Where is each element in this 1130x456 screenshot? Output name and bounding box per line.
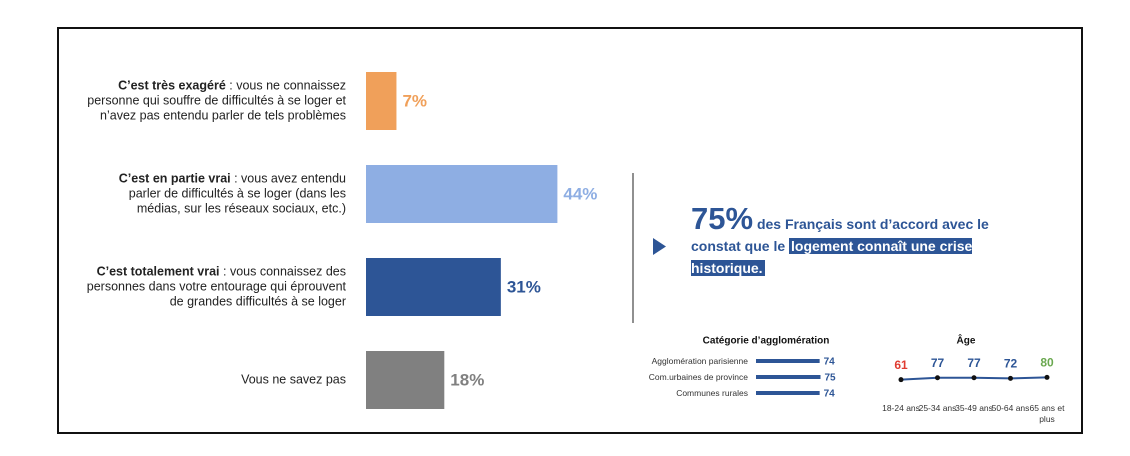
bar	[366, 165, 558, 223]
bar	[756, 375, 821, 379]
chart-title: Âge	[957, 334, 976, 347]
category-name: C’est totalement vrai	[96, 264, 220, 279]
category-label: Com.urbaines de province	[648, 372, 748, 382]
value-label: 77	[967, 356, 981, 370]
value-label: 72	[1004, 357, 1018, 371]
x-tick-label: 65 ans et plus	[1029, 403, 1065, 424]
bar	[366, 258, 501, 316]
category-description: : vous connaissez des personnes dans vot…	[86, 264, 346, 309]
point	[971, 375, 977, 381]
callout-figure: 75%	[691, 201, 754, 236]
value-label: 74	[824, 357, 836, 368]
category-label: C’est très exagéré : vous ne connaissez …	[84, 79, 346, 124]
category-description: : vous avez entendu parler de difficulté…	[128, 171, 346, 216]
point	[898, 377, 904, 383]
category-label: Vous ne savez pas	[84, 373, 346, 388]
point	[935, 375, 940, 381]
frame	[57, 27, 1083, 434]
category-name: C’est en partie vrai	[118, 171, 231, 186]
value-label: 77	[931, 356, 945, 370]
arrow	[653, 238, 666, 255]
value-label: 7%	[402, 91, 427, 110]
category-name: C’est très exagéré	[118, 78, 226, 93]
bar	[756, 391, 820, 395]
point	[1008, 375, 1013, 381]
callout: 75% des Français sont d’accord avec le c…	[691, 203, 991, 279]
x-tick-label: 35-49 ans	[955, 403, 993, 413]
category-label: Communes rurales	[676, 388, 748, 398]
value-label: 31%	[507, 277, 541, 296]
category-label: C’est totalement vrai : vous connaissez …	[84, 265, 346, 310]
bar	[756, 359, 820, 363]
value-label: 75	[825, 373, 837, 384]
x-tick-label: 25-34 ans	[918, 403, 957, 413]
point	[1044, 374, 1050, 380]
category-description: : vous ne connaissez personne qui souffr…	[87, 78, 346, 123]
value-label: 18%	[450, 370, 484, 389]
value-label: 74	[824, 389, 836, 400]
x-tick-label: 50-64 ans	[991, 403, 1030, 413]
x-tick-label: 18-24 ans	[882, 403, 920, 413]
category-label: Agglomération parisienne	[651, 356, 748, 366]
value-label: 61	[894, 358, 908, 372]
category-name: Vous ne savez pas	[241, 372, 346, 387]
category-label: C’est en partie vrai : vous avez entendu…	[84, 172, 346, 217]
chart-title: Catégorie d’agglomération	[703, 336, 830, 347]
bar	[366, 72, 397, 130]
bar	[366, 351, 445, 409]
callout-text: des Français sont d’accord avec le const…	[691, 216, 989, 254]
value-label: 44%	[563, 184, 597, 203]
value-label: 80	[1040, 356, 1054, 370]
